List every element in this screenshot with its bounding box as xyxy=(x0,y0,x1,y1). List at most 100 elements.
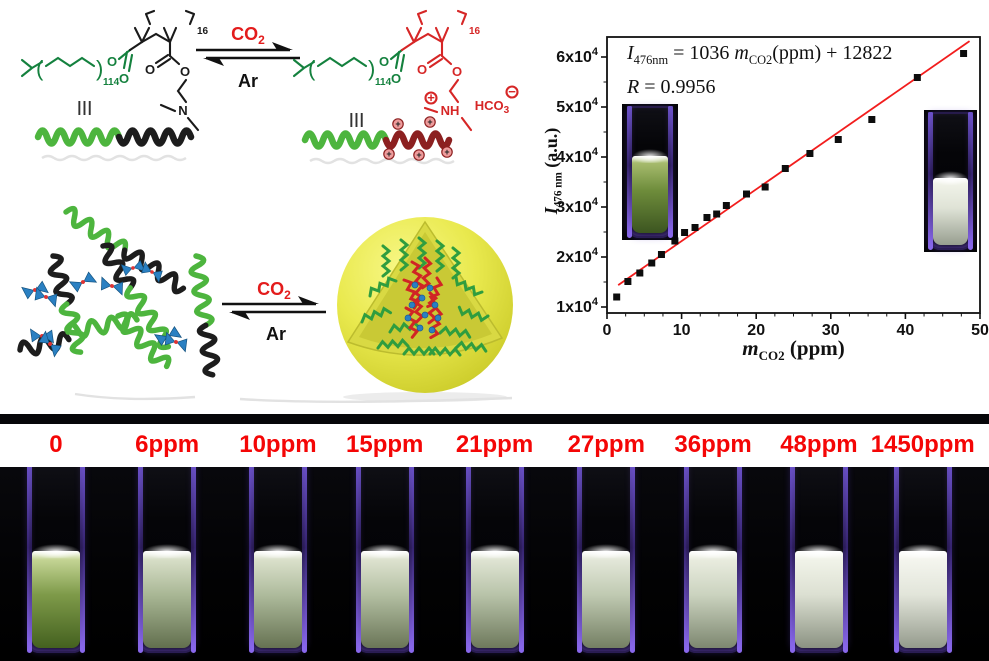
meniscus-highlight xyxy=(632,149,668,164)
peg-repeat-count: 114 xyxy=(103,77,120,88)
charged-diblock-coil: + + + + + xyxy=(301,116,455,165)
x-tick-label: 0 xyxy=(603,322,612,339)
meniscus-highlight xyxy=(582,544,631,559)
peg-repeat-count: 114 xyxy=(375,77,392,88)
svg-text:+: + xyxy=(427,117,432,127)
ester-oxygen: O xyxy=(180,64,190,79)
x-tick-label: 50 xyxy=(971,322,989,339)
aie-dye-molecules xyxy=(21,258,190,358)
y-tick-label: 5x104 xyxy=(556,96,599,116)
equivalence-symbol: ||| xyxy=(349,111,365,128)
data-point xyxy=(913,74,921,81)
cuvette-photo xyxy=(789,467,848,653)
pendant-carbonyl-oxygen: O xyxy=(145,62,155,77)
data-point xyxy=(743,190,751,198)
y-tick-label: 1x104 xyxy=(556,296,599,316)
cuvette-photo xyxy=(355,467,414,653)
inset-photo-low-co2 xyxy=(622,104,678,240)
cuvette-photo xyxy=(248,467,307,653)
svg-text:+: + xyxy=(444,147,449,157)
carbonyl-oxygen: O xyxy=(119,71,129,86)
cuvette-photo xyxy=(893,467,952,653)
cuvette-photo-row xyxy=(0,467,989,661)
carbonyl-oxygen: O xyxy=(391,71,401,86)
pendant-carbonyl-oxygen: O xyxy=(417,62,427,77)
ar-label: Ar xyxy=(238,71,258,91)
concentration-label: 36ppm xyxy=(674,431,752,458)
svg-text:−: − xyxy=(508,84,516,99)
minus-charge-icon xyxy=(505,85,519,99)
meniscus-highlight xyxy=(31,544,80,559)
cuvette-liquid xyxy=(898,551,947,648)
data-point xyxy=(657,251,665,258)
x-tick-label: 20 xyxy=(747,322,765,339)
paren-open: ( xyxy=(36,56,44,81)
encapsulated-dye-dots xyxy=(404,281,442,334)
equivalence-symbol: ||| xyxy=(77,99,93,116)
co2-label: CO2 xyxy=(257,279,291,302)
concentration-label: 6ppm xyxy=(135,431,200,458)
block-repeat-count: 16 xyxy=(469,26,481,37)
concentration-label: 1450ppm xyxy=(870,431,975,458)
x-axis-label: mCO2 (ppm) xyxy=(742,336,845,364)
y-tick-label: 2x104 xyxy=(556,246,599,266)
cuvette-liquid xyxy=(689,551,738,648)
data-point xyxy=(671,237,679,245)
chart-plot-svg: 0 10 20 30 40 50 1x104 2x104 3x104 4x104 5x104 6x10… xyxy=(556,36,989,339)
meniscus-highlight xyxy=(689,544,738,559)
block-repeat-count: 16 xyxy=(197,26,209,37)
top-equilibrium: CO2 Ar xyxy=(194,24,302,91)
ar-label: Ar xyxy=(266,324,286,344)
plus-charge-icon xyxy=(424,91,438,105)
cuvette-photo xyxy=(684,467,743,653)
y-axis-label: I476 nm (a.u.) xyxy=(541,127,565,215)
data-point xyxy=(722,202,730,209)
cuvette-liquid xyxy=(632,156,668,233)
data-point xyxy=(691,224,699,231)
equilibrium-arrows xyxy=(220,294,328,322)
fit-equation: I476nm = 1036 mCO2(ppm) + 12822 xyxy=(627,42,893,67)
micelle-cartoon xyxy=(337,217,513,402)
concentration-label: 21ppm xyxy=(455,431,534,458)
meniscus-highlight xyxy=(898,544,947,559)
data-point xyxy=(834,136,842,143)
meniscus-highlight xyxy=(360,544,409,559)
photo-top-sliver xyxy=(0,414,989,424)
svg-text:+: + xyxy=(395,119,400,129)
paren-close: ) xyxy=(368,56,375,81)
cuvette-photo xyxy=(138,467,197,653)
svg-text:+: + xyxy=(386,149,391,159)
x-tick-label: 10 xyxy=(673,322,691,339)
bicarbonate-label: HCO3 xyxy=(475,98,510,116)
micelle-core xyxy=(402,256,445,341)
svg-text:+: + xyxy=(416,150,421,160)
meniscus-highlight xyxy=(470,544,519,559)
bottom-equilibrium: CO2 Ar xyxy=(220,279,328,344)
paren-close: ) xyxy=(96,56,103,81)
ether-oxygen: O xyxy=(379,54,389,69)
svg-text:+: + xyxy=(427,90,435,105)
cuvette-liquid xyxy=(470,551,519,648)
data-point xyxy=(781,165,789,172)
y-tick-label: 3x104 xyxy=(556,196,599,216)
cuvette-liquid xyxy=(31,551,80,648)
concentration-label: 27ppm xyxy=(567,431,645,458)
dissolved-unimers xyxy=(19,206,220,401)
inset-photo-high-co2 xyxy=(924,110,977,252)
equilibrium-arrows xyxy=(194,40,302,68)
concentration-label: 0 xyxy=(49,431,63,458)
data-point xyxy=(761,183,769,191)
micelle-cutaway-inner xyxy=(359,232,492,349)
data-point xyxy=(681,229,689,236)
data-point xyxy=(636,269,644,277)
cuvette-liquid xyxy=(360,551,409,648)
protonated-copolymer-structure: ( ) 114 O O 16 O O xyxy=(292,9,519,132)
data-point xyxy=(648,259,656,267)
cuvette-photo xyxy=(465,467,524,653)
cuvette-photo xyxy=(577,467,636,653)
paren-open: ( xyxy=(308,56,316,81)
concentration-label: 48ppm xyxy=(780,431,858,458)
data-point xyxy=(613,293,621,301)
x-tick-label: 40 xyxy=(897,322,915,339)
uv-photo-strip: 0 6ppm 10ppm 15ppm 21ppm 27ppm 36ppm 48ppm 1450p… xyxy=(0,414,989,661)
